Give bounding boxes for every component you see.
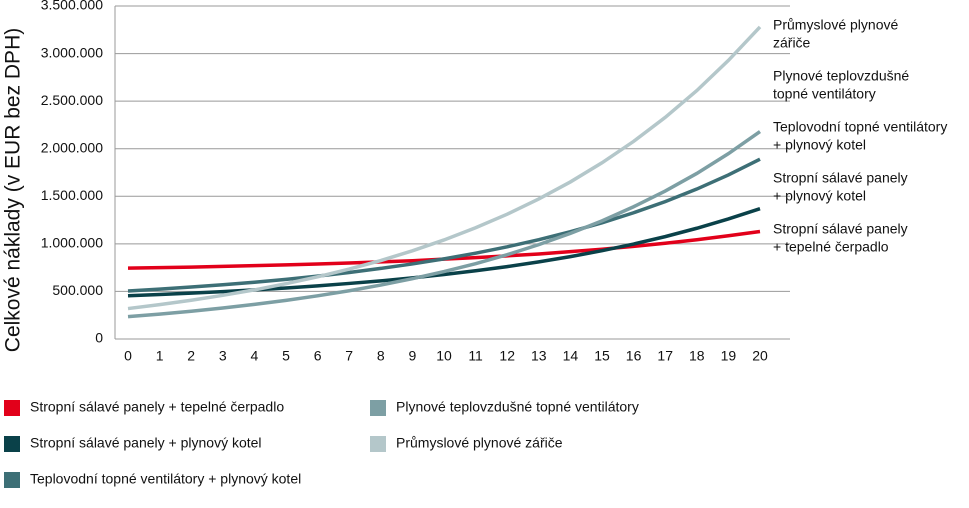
legend-swatch	[370, 436, 386, 452]
x-tick-label: 6	[314, 348, 322, 364]
x-tick-label: 7	[345, 348, 353, 364]
x-tick-label: 18	[689, 348, 705, 364]
legend-swatch	[4, 400, 20, 416]
end-label: + plynový kotel	[773, 137, 866, 153]
y-tick-label: 500.000	[52, 282, 103, 298]
x-tick-label: 19	[721, 348, 737, 364]
y-tick-label: 1.000.000	[41, 235, 103, 251]
x-tick-label: 11	[468, 348, 483, 364]
y-tick-label: 2.500.000	[41, 92, 103, 108]
series-line	[127, 157, 761, 293]
end-label: + plynový kotel	[773, 188, 866, 204]
series-line	[127, 206, 761, 298]
x-tick-label: 13	[531, 348, 547, 364]
legend-swatch	[4, 436, 20, 452]
y-tick-label: 2.000.000	[41, 139, 103, 155]
x-tick-label: 2	[187, 348, 195, 364]
end-label: Stropní sálavé panely	[773, 170, 908, 186]
legend-swatch	[4, 472, 20, 488]
end-label: Plynové teplovzdušné	[773, 68, 909, 84]
end-label: Stropní sálavé panely	[773, 221, 908, 237]
x-tick-label: 1	[156, 348, 164, 364]
legend-label: Průmyslové plynové zářiče	[396, 435, 563, 451]
legend-label: Stropní sálavé panely + tepelné čerpadlo	[30, 399, 284, 415]
x-tick-label: 3	[219, 348, 227, 364]
y-tick-label: 1.500.000	[41, 187, 103, 203]
series-line	[127, 25, 762, 311]
x-tick-label: 15	[594, 348, 610, 364]
y-axis-label: Celkové náklady (v EUR bez DPH)	[2, 28, 25, 352]
end-label: + tepelné čerpadlo	[773, 239, 889, 255]
legend-swatch	[370, 400, 386, 416]
legend-label: Teplovodní topné ventilátory + plynový k…	[30, 471, 301, 487]
x-tick-label: 16	[626, 348, 642, 364]
y-tick-label: 0	[95, 330, 103, 346]
end-label: Teplovodní topné ventilátory	[773, 119, 947, 135]
y-tick-label: 3.500.000	[41, 0, 103, 13]
end-label: topné ventilátory	[773, 86, 876, 102]
x-tick-label: 20	[752, 348, 768, 364]
x-tick-label: 17	[657, 348, 673, 364]
series-line	[127, 130, 762, 319]
x-tick-label: 8	[377, 348, 385, 364]
x-tick-label: 5	[282, 348, 290, 364]
x-tick-label: 9	[409, 348, 417, 364]
end-label: Průmyslové plynové	[773, 17, 898, 33]
x-tick-label: 0	[124, 348, 132, 364]
x-tick-label: 14	[563, 348, 579, 364]
y-tick-label: 3.000.000	[41, 44, 103, 60]
x-tick-label: 12	[499, 348, 515, 364]
legend-label: Plynové teplovzdušné topné ventilátory	[396, 399, 639, 415]
end-label: zářiče	[773, 35, 811, 51]
legend-label: Stropní sálavé panely + plynový kotel	[30, 435, 262, 451]
x-tick-label: 10	[436, 348, 452, 364]
x-tick-label: 4	[251, 348, 259, 364]
